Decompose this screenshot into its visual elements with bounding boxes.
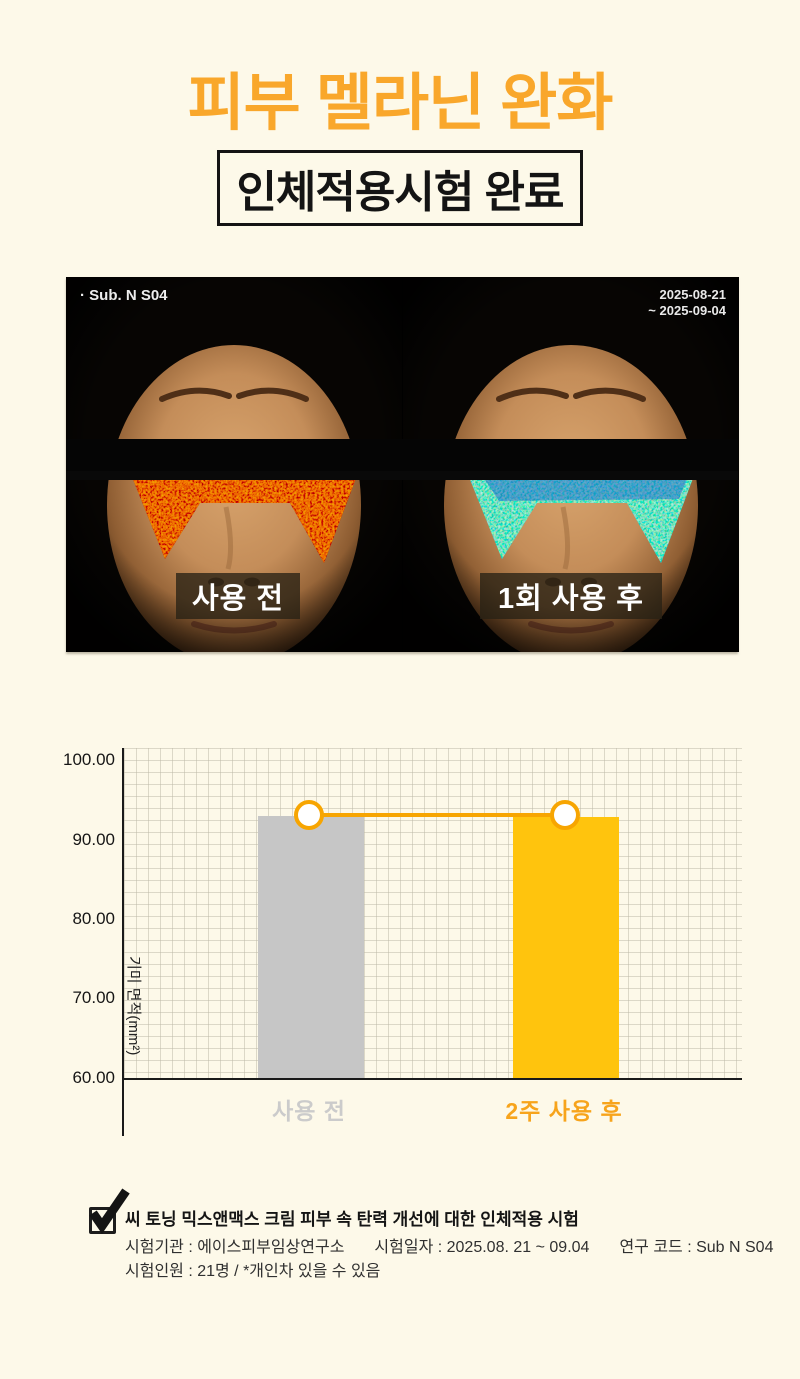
after-photo-label: 1회 사용 후: [480, 573, 662, 619]
eye-censor-bar-secondary: [66, 471, 738, 480]
data-point-marker-before: [294, 800, 324, 830]
certification-badge: 인체적용시험 완료: [217, 150, 583, 226]
y-tick-70: 70.00: [72, 988, 115, 1007]
footer-study-details: 시험기관 : 에이스피부임상연구소 시험일자 : 2025.08. 21 ~ 0…: [125, 1233, 785, 1257]
y-tick-100: 100.00: [63, 750, 115, 769]
checkmark-icon: [89, 1188, 130, 1234]
test-date-start: 2025-08-21: [659, 287, 727, 302]
category-label-after: 2주 사용 후: [505, 1098, 623, 1124]
chart-plot-area: [122, 748, 742, 1080]
footer-study-code: 연구 코드 : Sub N S04: [619, 1239, 774, 1256]
before-photo-label: 사용 전: [176, 573, 300, 619]
subject-code-text: · Sub. N S04: [80, 287, 168, 304]
y-axis-title: 기미 면적(mm²): [125, 956, 142, 1056]
badge-wrap: 인체적용시험 완료: [0, 150, 800, 226]
footer-study-title: 씨 토닝 믹스앤맥스 크림 피부 속 탄력 개선에 대한 인체적용 시험: [125, 1210, 579, 1229]
data-point-marker-after: [550, 800, 580, 830]
y-tick-60: 60.00: [72, 1068, 115, 1087]
page-title: 피부 멜라닌 완화: [187, 69, 614, 138]
before-after-photo: · Sub. N S04 2025-08-21 ~ 2025-09-04 사용 …: [66, 277, 739, 665]
y-tick-90: 90.00: [72, 830, 115, 849]
y-axis-line-extension: [122, 1078, 124, 1136]
y-tick-80: 80.00: [72, 909, 115, 928]
footer-test-institution: 시험기관 : 에이스피부임상연구소: [125, 1239, 345, 1256]
test-date-range: 2025-08-21 ~ 2025-09-04: [648, 287, 726, 319]
footer-test-date: 시험일자 : 2025.08. 21 ~ 09.04: [374, 1239, 590, 1256]
bar-after-2weeks: [513, 817, 619, 1078]
footer-participants-note: 시험인원 : 21명 / *개인차 있을 수 있음: [125, 1263, 381, 1280]
bar-before-use: [258, 816, 364, 1078]
category-label-before: 사용 전: [272, 1098, 346, 1124]
test-date-end: ~ 2025-09-04: [648, 303, 726, 318]
eye-censor-bar: [66, 439, 738, 471]
trend-line: [309, 813, 565, 817]
